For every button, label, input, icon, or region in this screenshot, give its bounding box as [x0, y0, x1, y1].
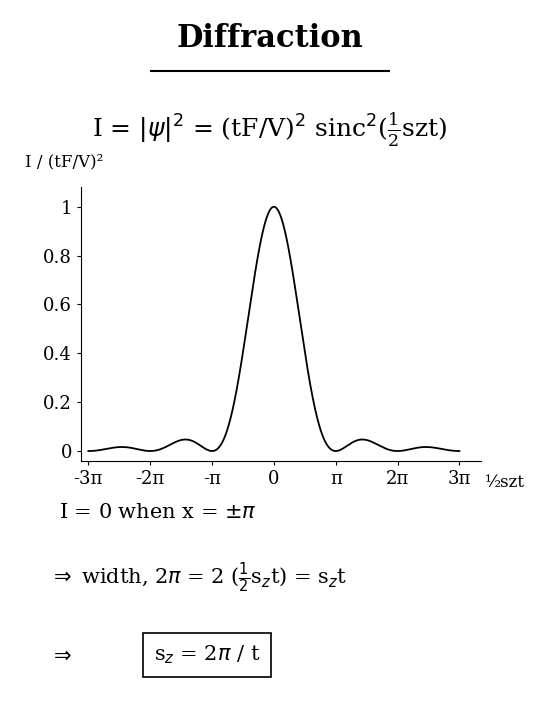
Text: I = 0 when x = $\pm\pi$: I = 0 when x = $\pm\pi$: [59, 503, 257, 522]
Text: ½szt: ½szt: [484, 474, 524, 492]
Text: I = $|\psi|^2$ = (tF/V)$^2$ sinc$^2$($\mathregular{\frac{1}{2}}$szt): I = $|\psi|^2$ = (tF/V)$^2$ sinc$^2$($\m…: [92, 111, 448, 148]
Text: I / (tF/V)²: I / (tF/V)²: [25, 154, 103, 171]
Text: s$_z$ = 2$\pi$ / t: s$_z$ = 2$\pi$ / t: [154, 644, 260, 667]
Text: $\Rightarrow$ width, 2$\pi$ = 2 ($\frac{1}{2}$s$_z$t) = s$_z$t: $\Rightarrow$ width, 2$\pi$ = 2 ($\frac{…: [49, 560, 347, 595]
Text: Diffraction: Diffraction: [177, 23, 363, 55]
Text: $\Rightarrow$: $\Rightarrow$: [49, 646, 71, 665]
